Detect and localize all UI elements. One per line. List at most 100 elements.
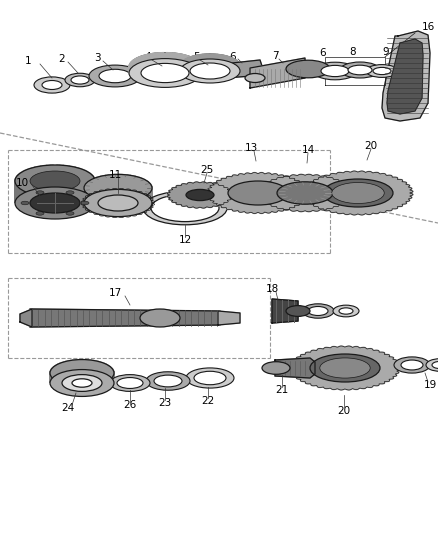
Polygon shape xyxy=(226,56,227,61)
Polygon shape xyxy=(83,169,85,192)
Polygon shape xyxy=(127,175,130,190)
Polygon shape xyxy=(78,168,80,191)
Polygon shape xyxy=(205,54,206,59)
Ellipse shape xyxy=(65,73,95,87)
Ellipse shape xyxy=(84,189,152,216)
Ellipse shape xyxy=(245,74,265,83)
Polygon shape xyxy=(83,360,86,370)
Polygon shape xyxy=(88,181,89,197)
Polygon shape xyxy=(106,364,108,375)
Text: 3: 3 xyxy=(94,53,100,63)
Ellipse shape xyxy=(333,305,359,317)
Ellipse shape xyxy=(340,62,380,78)
Ellipse shape xyxy=(140,309,180,327)
Polygon shape xyxy=(100,362,102,373)
Ellipse shape xyxy=(50,369,114,397)
Polygon shape xyxy=(160,53,162,59)
Polygon shape xyxy=(237,61,238,67)
Text: 22: 22 xyxy=(201,396,215,406)
Polygon shape xyxy=(151,53,153,60)
Polygon shape xyxy=(149,183,150,199)
Polygon shape xyxy=(111,174,114,190)
Polygon shape xyxy=(111,368,113,379)
Polygon shape xyxy=(147,181,148,197)
Polygon shape xyxy=(173,53,175,59)
Polygon shape xyxy=(52,368,53,379)
Polygon shape xyxy=(133,176,135,191)
Polygon shape xyxy=(234,59,235,64)
Polygon shape xyxy=(138,56,140,63)
Polygon shape xyxy=(172,53,173,59)
Ellipse shape xyxy=(36,191,44,195)
Polygon shape xyxy=(198,55,200,60)
Text: 8: 8 xyxy=(350,47,356,57)
Polygon shape xyxy=(136,58,137,64)
Polygon shape xyxy=(175,53,177,60)
Polygon shape xyxy=(158,53,160,59)
Ellipse shape xyxy=(146,372,190,390)
Polygon shape xyxy=(233,58,234,64)
Polygon shape xyxy=(135,176,138,192)
Text: 17: 17 xyxy=(108,288,122,298)
Polygon shape xyxy=(131,61,132,68)
Polygon shape xyxy=(229,56,230,62)
Polygon shape xyxy=(197,55,198,60)
Polygon shape xyxy=(86,183,87,199)
Ellipse shape xyxy=(99,69,131,83)
Polygon shape xyxy=(182,61,183,67)
Ellipse shape xyxy=(313,62,357,80)
Polygon shape xyxy=(211,54,212,59)
Polygon shape xyxy=(207,173,309,214)
Ellipse shape xyxy=(72,379,92,387)
Polygon shape xyxy=(250,58,305,88)
Polygon shape xyxy=(15,177,16,200)
Polygon shape xyxy=(145,180,147,196)
Polygon shape xyxy=(225,55,226,61)
Text: 10: 10 xyxy=(15,178,28,188)
Polygon shape xyxy=(21,172,23,195)
Polygon shape xyxy=(64,361,66,372)
Polygon shape xyxy=(81,360,83,369)
Polygon shape xyxy=(132,60,133,67)
Polygon shape xyxy=(387,39,423,114)
Text: 11: 11 xyxy=(108,170,122,180)
Polygon shape xyxy=(164,53,166,59)
Ellipse shape xyxy=(401,360,423,370)
Polygon shape xyxy=(191,56,193,61)
Polygon shape xyxy=(38,166,41,189)
Polygon shape xyxy=(201,54,203,60)
Polygon shape xyxy=(89,180,91,196)
Polygon shape xyxy=(91,360,93,370)
Polygon shape xyxy=(134,59,135,66)
Ellipse shape xyxy=(62,375,102,391)
Polygon shape xyxy=(57,364,58,375)
Polygon shape xyxy=(140,56,141,63)
Polygon shape xyxy=(87,172,89,195)
Polygon shape xyxy=(78,360,81,370)
Polygon shape xyxy=(109,175,111,190)
Polygon shape xyxy=(203,54,205,59)
Ellipse shape xyxy=(262,362,290,374)
Polygon shape xyxy=(220,55,222,60)
Polygon shape xyxy=(75,167,78,190)
Polygon shape xyxy=(162,53,164,59)
Text: 18: 18 xyxy=(265,284,279,294)
Ellipse shape xyxy=(71,76,89,84)
Ellipse shape xyxy=(339,308,353,314)
Polygon shape xyxy=(215,54,217,59)
Ellipse shape xyxy=(310,354,380,382)
Polygon shape xyxy=(71,360,73,370)
Polygon shape xyxy=(218,311,240,325)
Polygon shape xyxy=(80,168,83,191)
Polygon shape xyxy=(140,177,141,193)
Polygon shape xyxy=(156,53,158,59)
Ellipse shape xyxy=(117,377,143,389)
Ellipse shape xyxy=(129,53,201,82)
Polygon shape xyxy=(148,54,149,60)
Polygon shape xyxy=(198,62,199,68)
Ellipse shape xyxy=(30,193,80,213)
Polygon shape xyxy=(60,165,63,187)
Ellipse shape xyxy=(366,64,398,77)
Polygon shape xyxy=(272,299,298,323)
Text: 26: 26 xyxy=(124,400,137,410)
